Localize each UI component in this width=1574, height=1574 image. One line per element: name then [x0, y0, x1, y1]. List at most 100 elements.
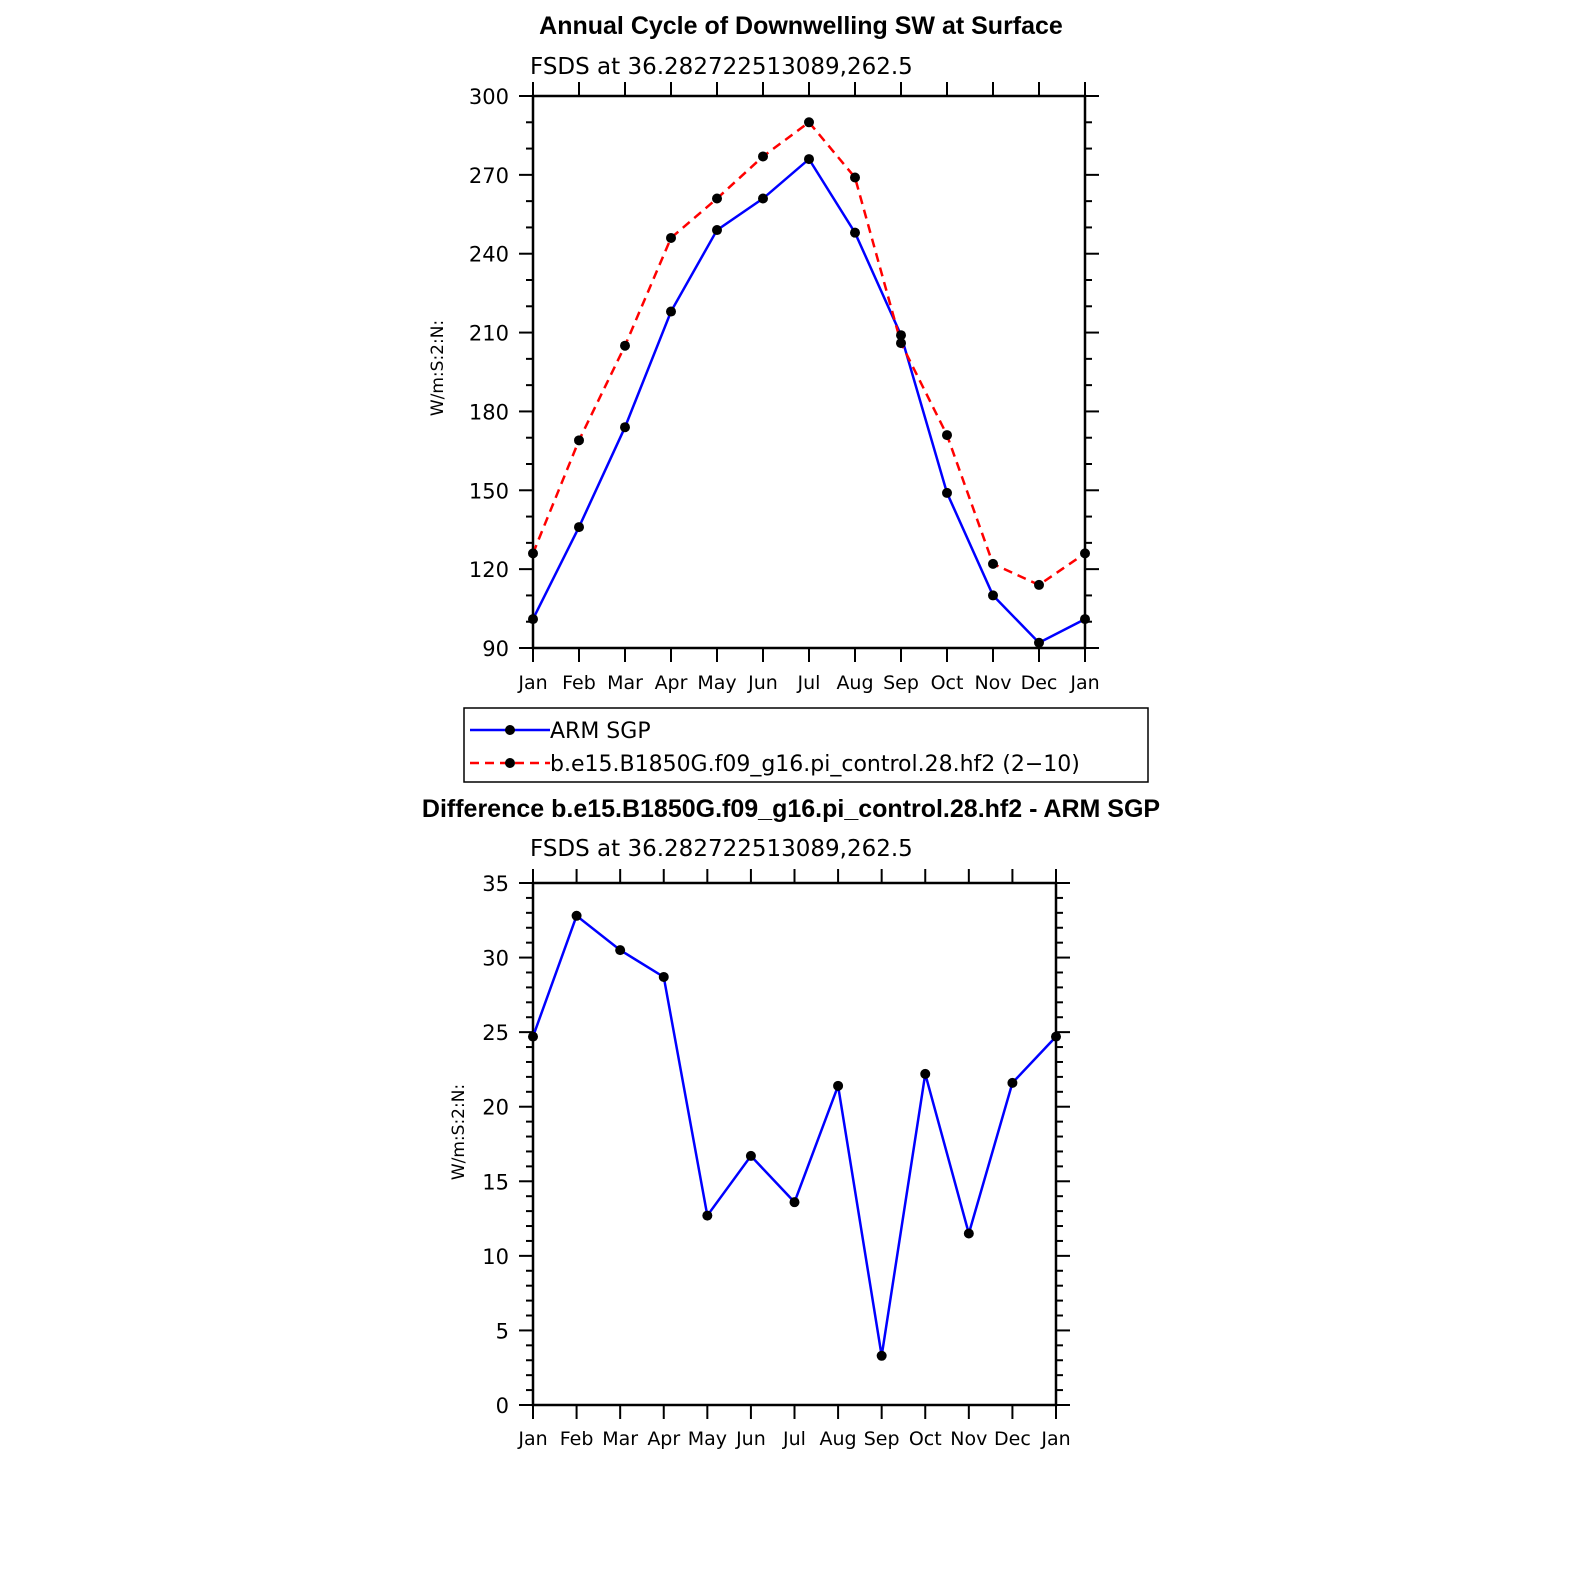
data-point-s0-0 — [528, 614, 538, 625]
data-point-s0-9 — [942, 487, 952, 498]
plot-frame — [531, 881, 1058, 1407]
x-tick-label: Dec — [994, 1428, 1031, 1450]
x-tick-label: Aug — [820, 1428, 857, 1450]
data-point-s1-2 — [620, 340, 630, 351]
data-point-s1-12 — [1080, 548, 1090, 559]
data-point-s0-11 — [1007, 1077, 1018, 1088]
data-point-s0-4 — [712, 225, 722, 236]
data-point-s0-6 — [789, 1197, 800, 1208]
x-tick-label: Jan — [517, 1428, 547, 1450]
data-point-s0-3 — [658, 971, 669, 982]
y-tick-label: 20 — [482, 1096, 509, 1120]
data-point-s1-8 — [896, 338, 906, 349]
y-tick-label: 35 — [482, 872, 509, 896]
series-line-1 — [531, 120, 1086, 587]
x-tick-label: Jun — [747, 672, 778, 694]
x-tick-label: Sep — [883, 672, 919, 694]
x-tick-label: Oct — [909, 1428, 942, 1450]
y-tick-label: 5 — [496, 1319, 509, 1343]
data-point-s1-5 — [758, 151, 768, 162]
data-point-s0-5 — [758, 193, 768, 204]
data-point-s0-6 — [804, 154, 814, 165]
x-tick-label: Apr — [655, 672, 688, 694]
x-tick-label: Nov — [974, 672, 1011, 694]
legend-label-model: b.e15.B1850G.f09_g16.pi_control.28.hf2 (… — [550, 752, 1080, 777]
y-tick-label: 15 — [482, 1170, 509, 1194]
data-point-s1-4 — [712, 193, 722, 204]
data-point-s0-8 — [876, 1350, 887, 1361]
data-point-s1-7 — [850, 172, 860, 183]
legend-label-arm: ARM SGP — [550, 719, 651, 744]
y-tick-label: 240 — [469, 243, 509, 267]
x-tick-label: Aug — [836, 672, 873, 694]
data-point-s1-9 — [942, 430, 952, 441]
data-point-s0-0 — [528, 1031, 538, 1042]
data-point-s0-8 — [896, 330, 906, 341]
x-tick-label: Jan — [1040, 1428, 1070, 1450]
series-line-0 — [531, 913, 1057, 1356]
chart-2-title: Difference b.e15.B1850G.f09_g16.pi_contr… — [422, 795, 1160, 823]
x-tick-label: Jul — [797, 672, 821, 694]
x-tick-label: Jun — [735, 1428, 766, 1450]
data-point-s0-5 — [745, 1150, 756, 1161]
data-point-s0-2 — [620, 422, 630, 433]
chart-1-title: Annual Cycle of Downwelling SW at Surfac… — [539, 12, 1063, 40]
x-tick-label: May — [688, 1428, 727, 1450]
x-tick-label: Jan — [1069, 672, 1099, 694]
chart-2-plot: 35 30 25 20 15 10 5 0 Jan Feb Mar Apr May Jun Jul Aug Se… — [482, 869, 1071, 1450]
legend-marker-model — [505, 758, 515, 768]
y-tick-label: 300 — [469, 85, 509, 109]
x-tick-label: Nov — [950, 1428, 987, 1450]
data-point-s0-12 — [1080, 614, 1090, 625]
x-tick-label: Mar — [602, 1428, 638, 1450]
data-point-s0-2 — [615, 945, 626, 956]
data-point-s1-11 — [1034, 579, 1044, 590]
data-point-s1-6 — [804, 117, 814, 128]
y-tick-label: 90 — [482, 637, 509, 661]
chart-1-plot: 300 270 240 210 180 150 120 90 Jan Feb Mar Apr May Ju… — [469, 82, 1100, 694]
data-point-s0-1 — [571, 910, 582, 921]
y-tick-label: 180 — [469, 400, 509, 424]
y-tick-label: 30 — [482, 947, 509, 971]
data-point-s1-1 — [574, 435, 584, 446]
chart-2-subtitle: FSDS at 36.282722513089,262.5 — [530, 836, 913, 862]
data-point-s0-4 — [702, 1210, 713, 1221]
x-tick-label: Feb — [562, 672, 596, 694]
x-tick-label: Jan — [517, 672, 547, 694]
data-point-s0-10 — [963, 1228, 974, 1239]
data-point-s1-0 — [528, 548, 538, 559]
data-point-s1-10 — [988, 558, 998, 569]
data-point-s0-9 — [920, 1068, 931, 1079]
data-point-s1-3 — [666, 232, 676, 243]
legend-marker-arm — [505, 725, 515, 735]
x-tick-label: Sep — [864, 1428, 900, 1450]
x-tick-label: Mar — [607, 672, 643, 694]
data-point-s0-12 — [1051, 1031, 1061, 1042]
y-tick-label: 25 — [482, 1021, 509, 1045]
chart-1-legend: ARM SGP b.e15.B1850G.f09_g16.pi_control.… — [463, 707, 1149, 783]
y-tick-label: 10 — [482, 1245, 509, 1269]
data-point-s0-1 — [574, 522, 584, 533]
x-tick-label: Apr — [647, 1428, 680, 1450]
chart-2-ylabel: W/m:S:2:N: — [449, 1084, 469, 1180]
y-tick-label: 120 — [469, 558, 509, 582]
x-tick-label: Jul — [782, 1428, 806, 1450]
data-point-s0-10 — [988, 590, 998, 601]
data-point-s0-3 — [666, 306, 676, 317]
x-tick-label: Dec — [1021, 672, 1058, 694]
x-tick-label: Oct — [931, 672, 964, 694]
y-tick-label: 270 — [469, 164, 509, 188]
legend-box — [463, 707, 1149, 783]
y-tick-label: 0 — [496, 1394, 509, 1418]
x-tick-label: May — [697, 672, 736, 694]
y-tick-label: 210 — [469, 322, 509, 346]
data-point-s0-7 — [833, 1080, 844, 1091]
data-point-s0-7 — [850, 227, 860, 238]
series-line-0 — [531, 157, 1086, 645]
data-point-s0-11 — [1034, 637, 1044, 648]
chart-1-ylabel: W/m:S:2:N: — [428, 320, 448, 416]
y-tick-label: 150 — [469, 479, 509, 503]
chart-1-subtitle: FSDS at 36.282722513089,262.5 — [530, 54, 913, 80]
plot-frame — [531, 94, 1087, 650]
